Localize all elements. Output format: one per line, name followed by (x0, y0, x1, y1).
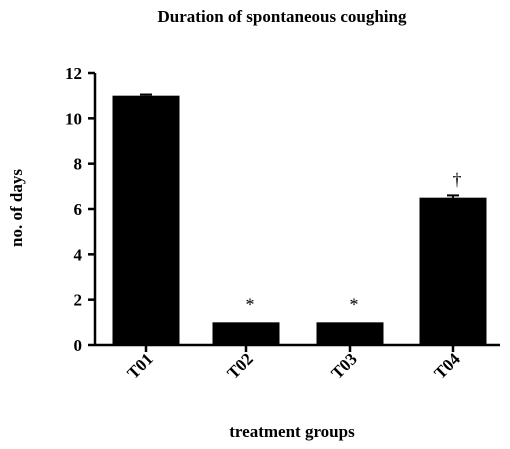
bar-t02 (212, 322, 280, 345)
x-tick-label-t02: T02 (223, 349, 256, 382)
y-tick-label-12: 12 (65, 64, 82, 83)
bar-t03 (316, 322, 384, 345)
x-axis-label: treatment groups (229, 422, 355, 441)
y-tick-label-0: 0 (74, 336, 83, 355)
annotation-t03: * (350, 294, 359, 314)
annotation-t04: † (453, 170, 462, 190)
y-tick-label-10: 10 (65, 109, 82, 128)
bar-t01 (112, 95, 180, 346)
x-tick-label-t01: T01 (123, 349, 156, 382)
y-tick-label-2: 2 (74, 291, 83, 310)
annotation-t02: * (246, 294, 255, 314)
y-tick-label-4: 4 (74, 245, 83, 264)
bar-t04 (419, 197, 487, 345)
plot-area: * * † 0 2 4 6 8 10 12 T01 T02 T03 T04 (65, 64, 500, 383)
x-tick-label-t04: T04 (430, 349, 464, 383)
y-tick-label-8: 8 (74, 155, 83, 174)
y-tick-label-6: 6 (74, 200, 83, 219)
chart-title: Duration of spontaneous coughing (158, 7, 407, 26)
x-tick-label-t03: T03 (327, 349, 360, 382)
y-axis-label: no. of days (7, 169, 26, 247)
